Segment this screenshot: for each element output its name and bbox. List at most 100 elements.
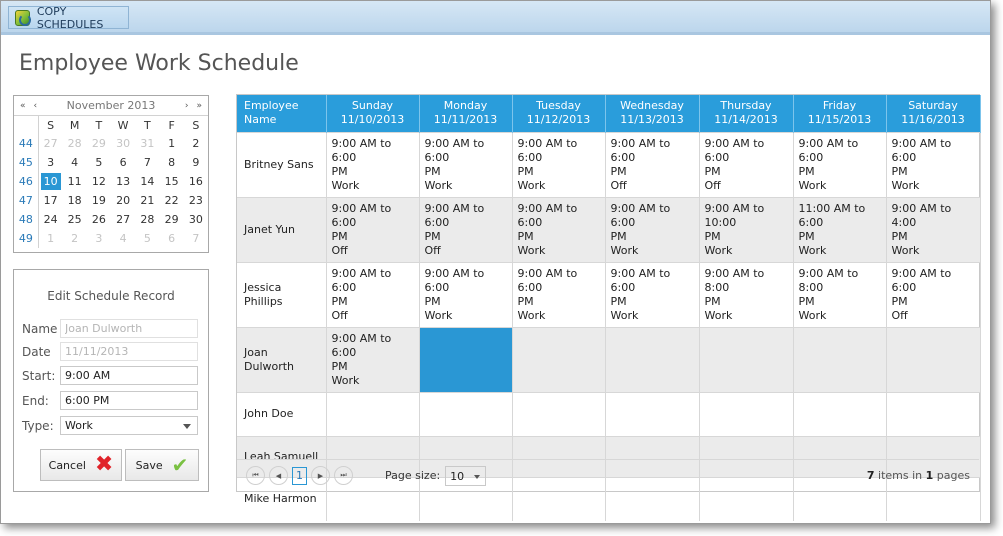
week-number[interactable]: 45	[14, 153, 39, 172]
schedule-cell[interactable]	[419, 326, 513, 392]
calendar-month-label[interactable]: November 2013	[66, 99, 156, 112]
first-page-icon[interactable]: ⏮	[246, 466, 265, 485]
schedule-cell[interactable]: 9:00 AM to 6:00 PM Work	[793, 131, 887, 197]
schedule-cell[interactable]: 9:00 AM to 4:00 PM Work	[886, 196, 981, 262]
calendar-day[interactable]: 2	[184, 134, 208, 153]
schedule-cell[interactable]	[793, 391, 887, 436]
name-field[interactable]	[60, 319, 198, 338]
calendar-day[interactable]: 21	[135, 191, 159, 210]
schedule-cell[interactable]: 9:00 AM to 6:00 PM Work	[512, 131, 606, 197]
schedule-cell[interactable]: 9:00 AM to 6:00 PM Work	[512, 261, 606, 327]
calendar-day[interactable]: 15	[160, 172, 184, 191]
schedule-cell[interactable]: 9:00 AM to 10:00 PM Work	[699, 196, 794, 262]
schedule-cell[interactable]	[605, 391, 700, 436]
schedule-cell[interactable]: 9:00 AM to 6:00 PM Off	[326, 261, 420, 327]
schedule-cell[interactable]: 9:00 AM to 6:00 PM Work	[419, 261, 513, 327]
calendar-day[interactable]: 25	[63, 210, 87, 229]
cancel-button[interactable]: Cancel ✖	[40, 449, 122, 481]
page-size-select[interactable]: 10	[445, 465, 487, 486]
calendar-day[interactable]: 3	[38, 153, 62, 172]
calendar-day[interactable]: 16	[184, 172, 208, 191]
calendar-day[interactable]: 26	[87, 210, 111, 229]
schedule-cell[interactable]: 9:00 AM to 6:00 PM Work	[605, 261, 700, 327]
schedule-cell[interactable]	[512, 476, 606, 521]
page-number-button[interactable]: 1	[292, 466, 307, 485]
week-number[interactable]: 47	[14, 191, 39, 210]
calendar-day[interactable]: 27	[111, 210, 135, 229]
calendar-day[interactable]: 31	[135, 134, 159, 153]
calendar-day[interactable]: 1	[160, 134, 184, 153]
schedule-cell[interactable]: 9:00 AM to 8:00 PM Work	[699, 261, 794, 327]
calendar-day[interactable]: 24	[38, 210, 62, 229]
prev-year-icon[interactable]: «	[20, 100, 26, 111]
copy-schedules-button[interactable]: COPY SCHEDULES	[8, 5, 129, 31]
calendar-day[interactable]: 6	[160, 229, 184, 248]
schedule-cell[interactable]	[699, 326, 794, 392]
schedule-cell[interactable]: 9:00 AM to 6:00 PM Off	[605, 131, 700, 197]
schedule-cell[interactable]	[793, 326, 887, 392]
calendar-day[interactable]: 22	[160, 191, 184, 210]
calendar-day[interactable]: 8	[160, 153, 184, 172]
next-page-icon[interactable]: ▶	[311, 466, 330, 485]
calendar-day[interactable]: 13	[111, 172, 135, 191]
next-year-icon[interactable]: »	[196, 100, 202, 111]
schedule-cell[interactable]: 9:00 AM to 6:00 PM Work	[886, 131, 981, 197]
schedule-cell[interactable]: 11:00 AM to 6:00 PM Work	[793, 196, 887, 262]
week-number[interactable]: 49	[14, 229, 39, 248]
schedule-cell[interactable]	[512, 435, 606, 477]
save-button[interactable]: Save ✔	[125, 449, 199, 481]
calendar-day[interactable]: 3	[87, 229, 111, 248]
calendar-day[interactable]: 18	[63, 191, 87, 210]
schedule-cell[interactable]: 9:00 AM to 6:00 PM Work	[326, 326, 420, 392]
schedule-cell[interactable]	[699, 391, 794, 436]
calendar-day[interactable]: 20	[111, 191, 135, 210]
end-time-field[interactable]	[60, 391, 198, 410]
type-select[interactable]: Work	[60, 416, 198, 435]
prev-month-icon[interactable]: ‹	[33, 100, 38, 111]
schedule-cell[interactable]	[699, 476, 794, 521]
schedule-cell[interactable]	[886, 391, 981, 436]
calendar-day[interactable]: 9	[184, 153, 208, 172]
calendar-day[interactable]: 14	[135, 172, 159, 191]
next-month-icon[interactable]: ›	[184, 100, 189, 111]
week-number[interactable]: 44	[14, 134, 39, 153]
calendar-day[interactable]: 5	[87, 153, 111, 172]
calendar-day[interactable]: 2	[63, 229, 87, 248]
schedule-cell[interactable]	[605, 476, 700, 521]
schedule-cell[interactable]	[886, 435, 981, 477]
calendar-day[interactable]: 11	[63, 172, 87, 191]
schedule-cell[interactable]: 9:00 AM to 6:00 PM Work	[326, 131, 420, 197]
week-number[interactable]: 48	[14, 210, 39, 229]
schedule-cell[interactable]	[605, 326, 700, 392]
calendar-day[interactable]: 7	[184, 229, 208, 248]
schedule-cell[interactable]	[419, 435, 513, 477]
start-time-field[interactable]	[60, 366, 198, 385]
week-number[interactable]: 46	[14, 172, 39, 191]
schedule-cell[interactable]: 9:00 AM to 6:00 PM Off	[699, 131, 794, 197]
calendar-day[interactable]: 19	[87, 191, 111, 210]
last-page-icon[interactable]: ⏭	[334, 466, 353, 485]
prev-page-icon[interactable]: ◀	[269, 466, 288, 485]
schedule-cell[interactable]	[605, 435, 700, 477]
calendar-day[interactable]: 28	[63, 134, 87, 153]
calendar-day[interactable]: 17	[38, 191, 62, 210]
calendar-day[interactable]: 27	[38, 134, 62, 153]
schedule-cell[interactable]: 9:00 AM to 8:00 PM Work	[793, 261, 887, 327]
schedule-cell[interactable]	[793, 435, 887, 477]
calendar-day[interactable]: 28	[135, 210, 159, 229]
calendar-day[interactable]: 30	[111, 134, 135, 153]
schedule-cell[interactable]	[512, 326, 606, 392]
schedule-cell[interactable]	[886, 476, 981, 521]
calendar-day[interactable]: 30	[184, 210, 208, 229]
schedule-cell[interactable]	[326, 391, 420, 436]
calendar-day[interactable]: 29	[87, 134, 111, 153]
schedule-cell[interactable]	[512, 391, 606, 436]
schedule-cell[interactable]: 9:00 AM to 6:00 PM Work	[419, 131, 513, 197]
calendar-day[interactable]: 7	[135, 153, 159, 172]
schedule-cell[interactable]: 9:00 AM to 6:00 PM Off	[419, 196, 513, 262]
calendar-day[interactable]: 6	[111, 153, 135, 172]
calendar-day[interactable]: 29	[160, 210, 184, 229]
calendar-day[interactable]: 5	[135, 229, 159, 248]
schedule-cell[interactable]	[699, 435, 794, 477]
schedule-cell[interactable]	[419, 476, 513, 521]
